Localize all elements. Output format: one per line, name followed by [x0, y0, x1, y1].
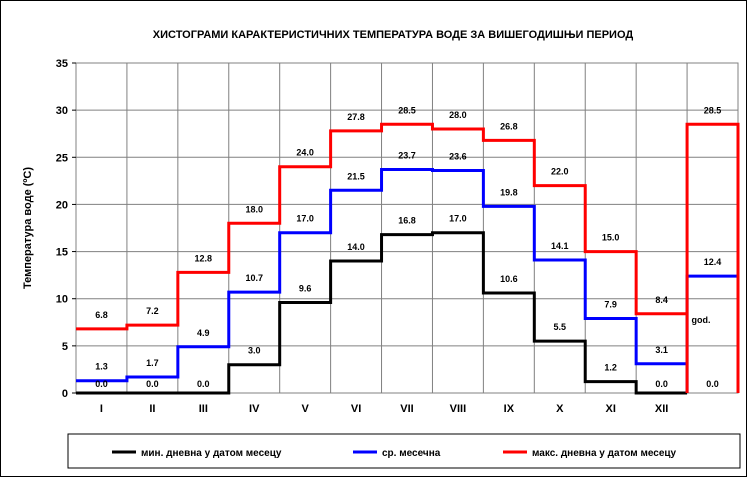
x-tick-label: I: [100, 403, 103, 415]
data-label: 28.0: [449, 110, 467, 120]
data-label: 22.0: [551, 167, 569, 177]
y-axis-label: Температура воде (ºC): [22, 167, 34, 289]
x-tick-label: X: [556, 403, 564, 415]
y-tick-label: 25: [56, 152, 68, 164]
x-tick-label: IX: [504, 403, 515, 415]
legend-label-2: макс. дневна у датом месецу: [532, 448, 677, 459]
data-label: 28.5: [398, 105, 416, 115]
data-label: 28.5: [704, 105, 722, 115]
y-tick-label: 10: [56, 294, 68, 306]
data-label: 9.6: [299, 283, 312, 293]
series-line-1: [76, 168, 688, 383]
series-line-2: [76, 122, 688, 331]
data-label: 8.4: [655, 295, 668, 305]
annual-label: god.: [692, 315, 711, 325]
data-label: 3.1: [655, 345, 668, 355]
data-label: 14.0: [347, 242, 365, 252]
x-tick-label: XII: [655, 403, 668, 415]
data-label: 0.0: [146, 379, 159, 389]
x-tick-label: II: [149, 403, 155, 415]
data-label: 23.6: [449, 151, 467, 161]
data-label: 21.5: [347, 171, 365, 181]
x-tick-label: XI: [605, 403, 615, 415]
x-tick-label: V: [301, 403, 309, 415]
legend-box: [67, 433, 741, 469]
data-label: 24.0: [296, 148, 314, 158]
data-label: 4.9: [197, 328, 210, 338]
data-label: 7.2: [146, 306, 159, 316]
series-annual-2: [685, 122, 740, 393]
data-label: 5.5: [554, 322, 567, 332]
data-label: 14.1: [551, 241, 569, 251]
data-label: 1.3: [95, 362, 108, 372]
x-tick-label: VIII: [450, 403, 467, 415]
data-label: 16.8: [398, 216, 416, 226]
data-label: 3.0: [248, 346, 261, 356]
y-tick-label: 0: [62, 388, 68, 400]
data-label: 17.0: [449, 214, 467, 224]
x-tick-label: VII: [400, 403, 413, 415]
legend: мин. дневна у датом месецу ср. месечна мак…: [112, 448, 677, 459]
data-label: 0.0: [95, 379, 108, 389]
y-axis-ticks: 0 5 10 15 20 25 30 35: [56, 58, 76, 400]
data-label: 26.8: [500, 121, 518, 131]
data-label: 19.8: [500, 187, 518, 197]
data-label: 15.0: [602, 233, 620, 243]
series-line-0: [76, 231, 688, 395]
data-label: 7.9: [604, 300, 617, 310]
series-lines: [76, 122, 740, 395]
y-tick-label: 35: [56, 58, 68, 70]
data-label: 1.2: [604, 363, 617, 373]
chart-title: ХИСТОГРАМИ КАРАКТЕРИСТИЧНИХ ТЕМПЕРАТУРА …: [153, 29, 634, 41]
x-tick-label: IV: [249, 403, 260, 415]
y-tick-label: 15: [56, 247, 68, 259]
data-label: 23.7: [398, 151, 416, 161]
x-tick-label: III: [199, 403, 208, 415]
data-label: 17.0: [296, 214, 314, 224]
data-label: 0.0: [655, 379, 668, 389]
y-tick-label: 5: [62, 341, 68, 353]
y-tick-label: 30: [56, 105, 68, 117]
x-tick-label: VI: [351, 403, 361, 415]
data-label: 27.8: [347, 112, 365, 122]
data-label: 12.8: [195, 253, 213, 263]
data-label: 10.6: [500, 274, 518, 284]
data-label: 10.7: [245, 273, 263, 283]
data-label: 0.0: [197, 379, 210, 389]
y-tick-label: 20: [56, 199, 68, 211]
data-label: 18.0: [245, 204, 263, 214]
data-label: 12.4: [704, 257, 722, 267]
data-label: 1.7: [146, 358, 159, 368]
legend-label-0: мин. дневна у датом месецу: [141, 448, 282, 459]
legend-label-1: ср. месечна: [382, 448, 441, 459]
data-label: 0.0: [706, 379, 719, 389]
data-labels: 0.0 0.0 0.0 3.0 9.6 14.0 16.8 17.0 10.6 5.5 1.2 0.0…: [95, 105, 721, 389]
data-label: 6.8: [95, 310, 108, 320]
x-axis-ticks: I II III IV V VI VII VIII IX X XI XII: [100, 403, 668, 415]
series-annual-1: [685, 274, 740, 393]
